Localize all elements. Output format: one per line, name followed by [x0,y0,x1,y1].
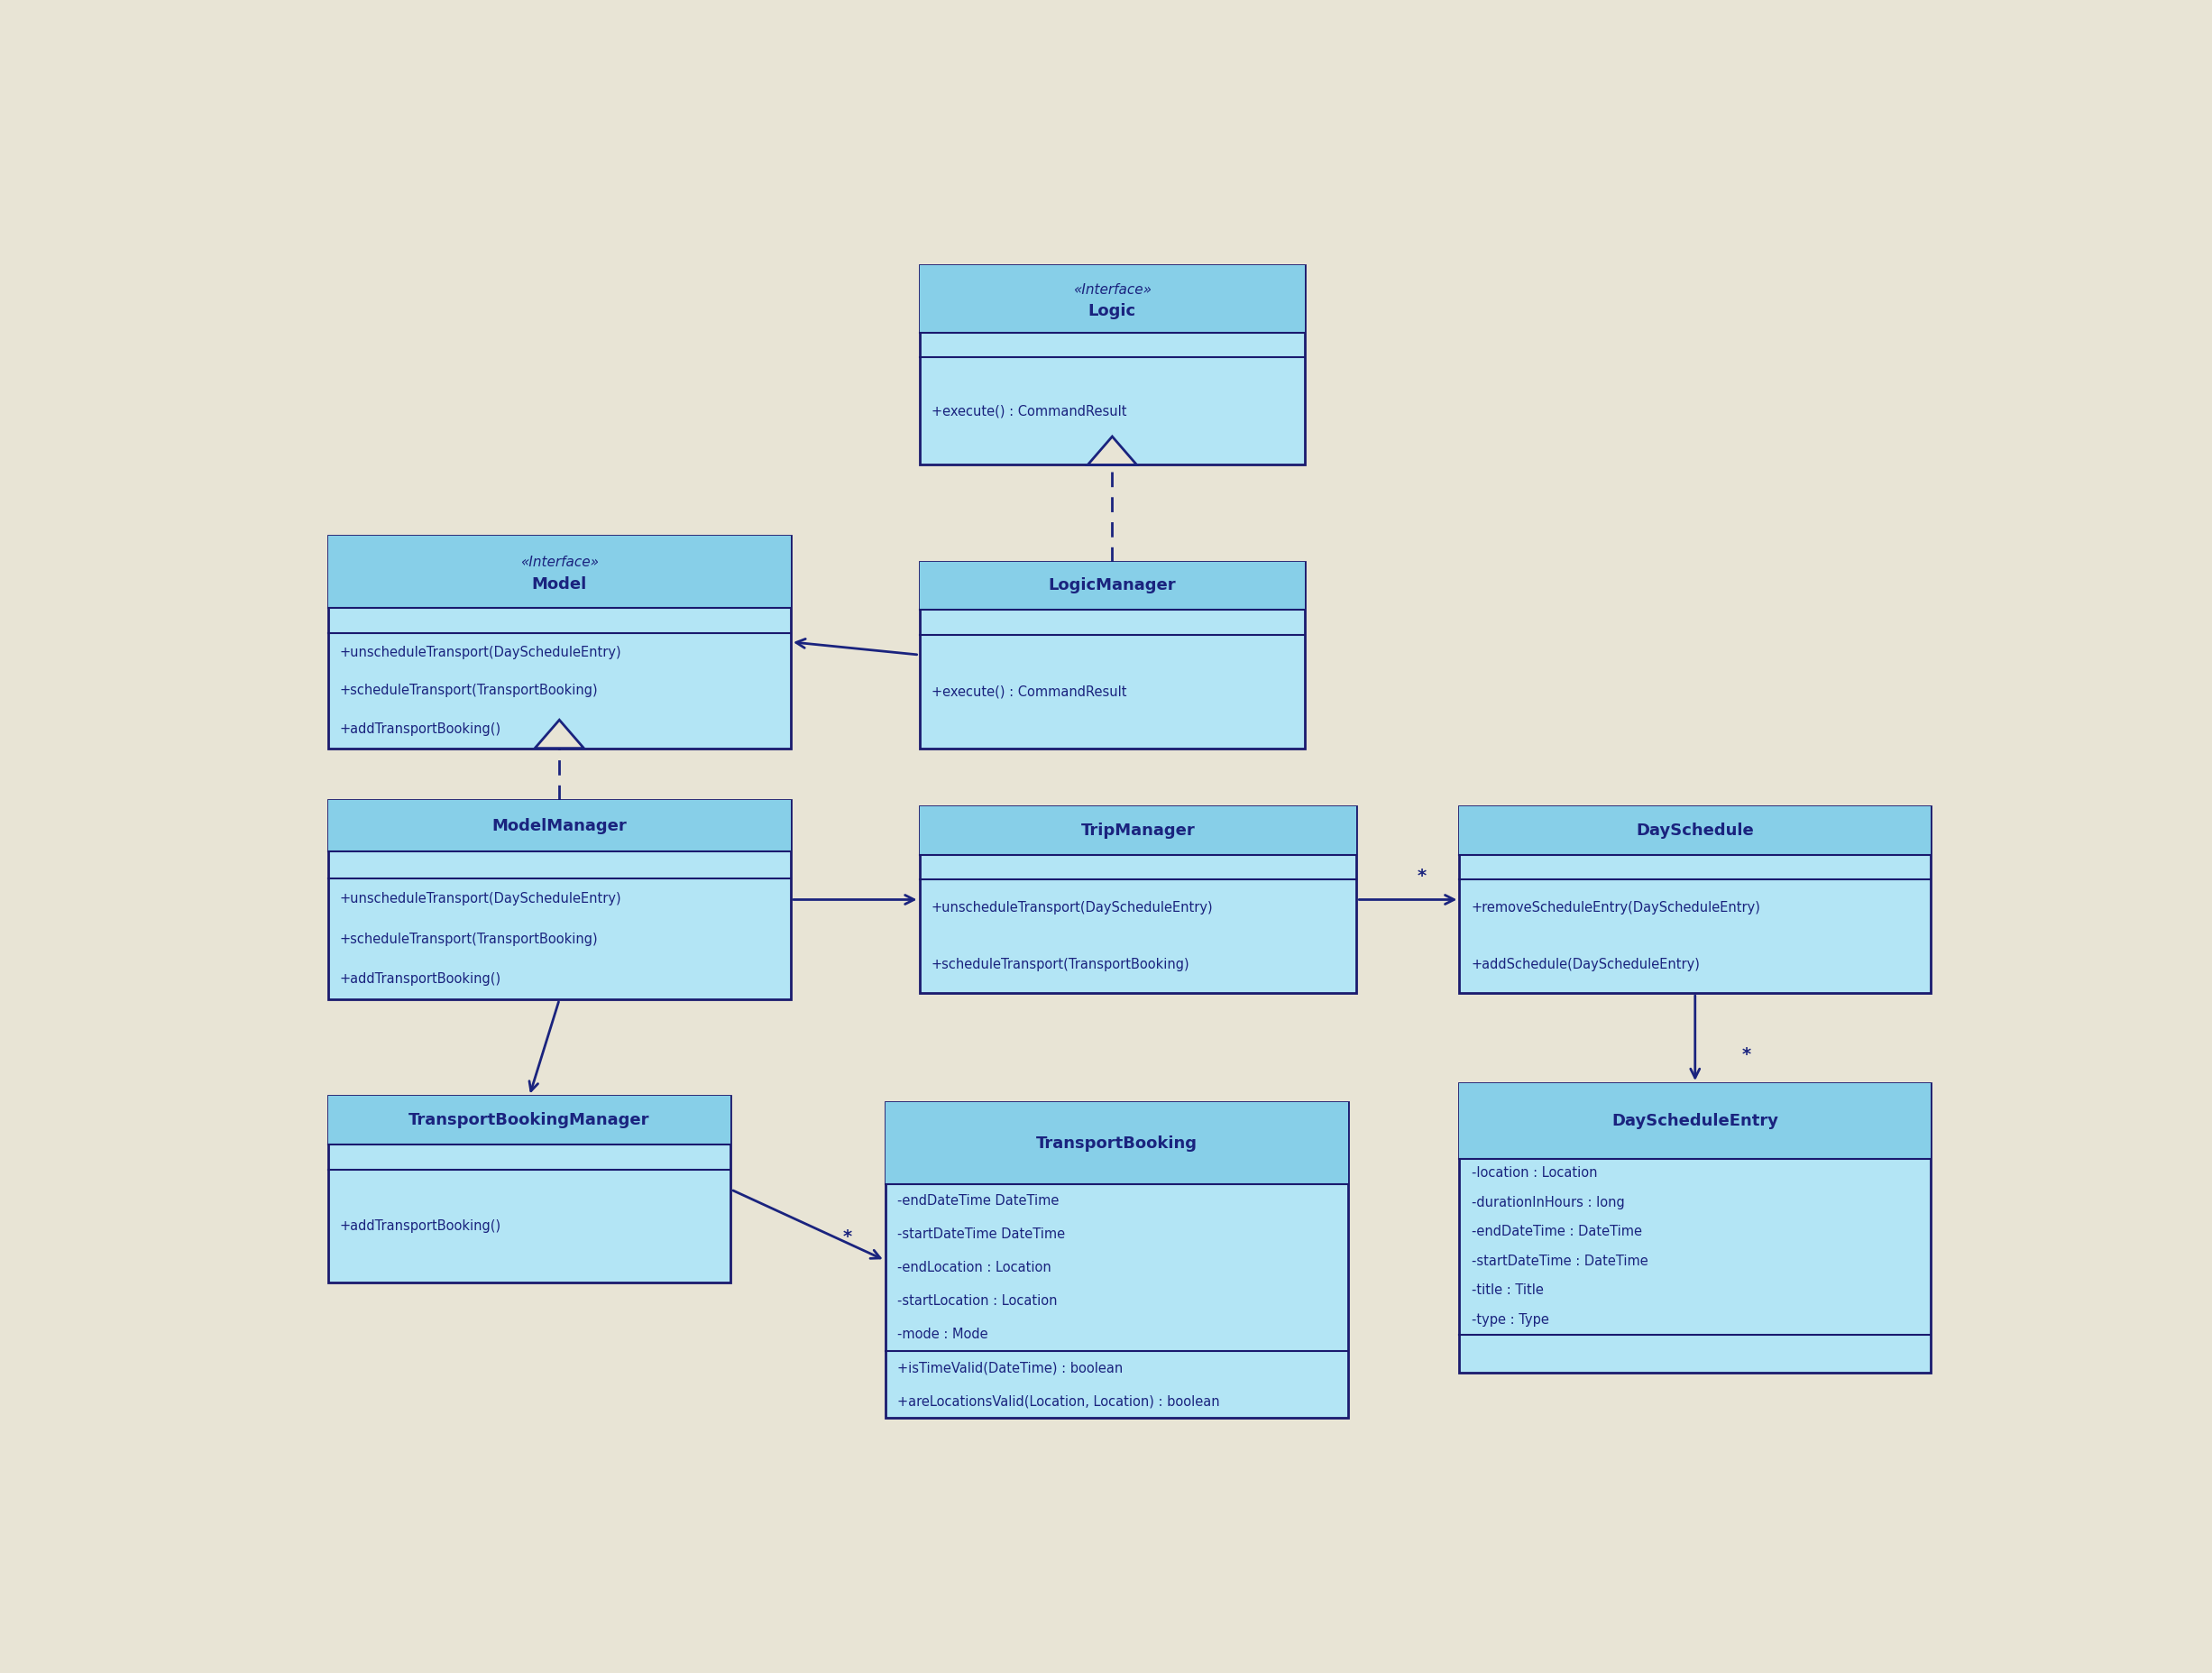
Bar [327,1096,730,1283]
Text: *: * [1418,868,1427,885]
Text: *: * [843,1228,852,1246]
Polygon shape [535,719,584,748]
Bar [885,1103,1347,1184]
Text: «Interface»: «Interface» [520,555,599,569]
Text: +execute() : CommandResult: +execute() : CommandResult [931,405,1126,418]
Text: +unscheduleTransport(DayScheduleEntry): +unscheduleTransport(DayScheduleEntry) [931,902,1212,915]
Bar [1460,806,1931,994]
Text: -mode : Mode: -mode : Mode [898,1328,989,1342]
Text: TripManager: TripManager [1082,823,1194,838]
Bar [920,562,1305,611]
Text: +execute() : CommandResult: +execute() : CommandResult [931,684,1126,698]
Text: +unscheduleTransport(DayScheduleEntry): +unscheduleTransport(DayScheduleEntry) [341,646,622,659]
Text: -durationInHours : long: -durationInHours : long [1471,1196,1624,1210]
Text: +isTimeValid(DateTime) : boolean: +isTimeValid(DateTime) : boolean [898,1362,1124,1375]
Text: +addTransportBooking(): +addTransportBooking() [341,972,502,985]
Bar [920,264,1305,465]
Text: -endDateTime DateTime: -endDateTime DateTime [898,1195,1060,1208]
Text: +scheduleTransport(TransportBooking): +scheduleTransport(TransportBooking) [341,932,599,945]
Text: TransportBookingManager: TransportBookingManager [409,1113,650,1129]
Bar [327,1096,730,1144]
Text: «Interface»: «Interface» [1073,283,1152,298]
Text: +addTransportBooking(): +addTransportBooking() [341,1220,502,1233]
Bar [327,535,792,748]
Text: Model: Model [531,577,586,592]
Text: -startDateTime : DateTime: -startDateTime : DateTime [1471,1255,1648,1268]
Text: DaySchedule: DaySchedule [1637,823,1754,838]
Text: +areLocationsValid(Location, Location) : boolean: +areLocationsValid(Location, Location) :… [898,1395,1219,1409]
Bar [1460,1082,1931,1374]
Text: TransportBooking: TransportBooking [1035,1136,1197,1151]
Text: +removeScheduleEntry(DayScheduleEntry): +removeScheduleEntry(DayScheduleEntry) [1471,902,1761,915]
Bar [327,800,792,852]
Text: +scheduleTransport(TransportBooking): +scheduleTransport(TransportBooking) [931,959,1190,972]
Text: LogicManager: LogicManager [1048,577,1177,594]
Text: -endDateTime : DateTime: -endDateTime : DateTime [1471,1225,1641,1238]
Bar [327,800,792,999]
Text: +addTransportBooking(): +addTransportBooking() [341,723,502,736]
Text: *: * [1741,1046,1752,1064]
Text: -location : Location: -location : Location [1471,1166,1597,1179]
Text: -type : Type: -type : Type [1471,1313,1548,1327]
Text: DayScheduleEntry: DayScheduleEntry [1613,1113,1778,1129]
Bar [920,562,1305,748]
Bar [920,806,1356,855]
Bar [1460,806,1931,855]
Bar [885,1103,1347,1419]
Text: +unscheduleTransport(DayScheduleEntry): +unscheduleTransport(DayScheduleEntry) [341,892,622,905]
Text: -startDateTime DateTime: -startDateTime DateTime [898,1228,1064,1241]
Bar [1460,1082,1931,1158]
Bar [920,264,1305,333]
Text: -title : Title: -title : Title [1471,1283,1544,1297]
Text: +scheduleTransport(TransportBooking): +scheduleTransport(TransportBooking) [341,684,599,698]
Bar [920,806,1356,994]
Text: ModelManager: ModelManager [491,818,626,833]
Text: -endLocation : Location: -endLocation : Location [898,1261,1051,1275]
Polygon shape [1088,437,1137,465]
Text: +addSchedule(DayScheduleEntry): +addSchedule(DayScheduleEntry) [1471,959,1701,972]
Bar [327,535,792,607]
Text: Logic: Logic [1088,303,1137,320]
Text: -startLocation : Location: -startLocation : Location [898,1295,1057,1308]
